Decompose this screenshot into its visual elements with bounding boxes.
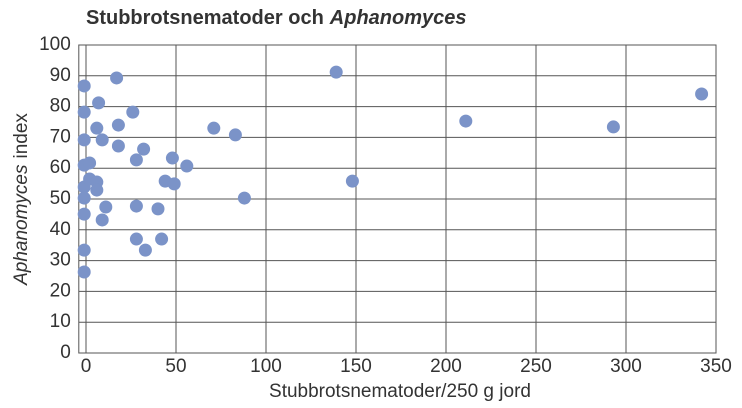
title-part: Aphanomyces — [329, 7, 467, 29]
y-tick-label: 60 — [50, 157, 71, 178]
point — [77, 191, 91, 205]
x-tick-label: 250 — [520, 356, 552, 377]
point — [129, 199, 143, 213]
y-tick-label: 80 — [50, 96, 71, 117]
point — [83, 156, 97, 170]
x-tick-label: 0 — [81, 356, 92, 377]
point — [180, 159, 194, 173]
point — [77, 79, 91, 93]
y-axis-label: Aphanomyces index — [11, 113, 32, 286]
x-tick-label: 50 — [165, 356, 186, 377]
point — [137, 142, 151, 156]
point — [151, 202, 165, 216]
y-tick-label: 100 — [39, 34, 71, 55]
y-tick-label: 30 — [50, 250, 71, 271]
point — [155, 232, 169, 246]
point — [92, 96, 106, 110]
point — [228, 128, 242, 142]
point — [77, 105, 91, 119]
y-label-part: Aphanomyces — [11, 164, 32, 286]
point — [111, 118, 125, 132]
point — [695, 87, 709, 101]
point — [129, 153, 143, 167]
point — [345, 174, 359, 188]
point — [138, 243, 152, 257]
x-tick-label: 150 — [340, 356, 372, 377]
point — [95, 213, 109, 227]
y-tick-label: 90 — [50, 65, 71, 86]
y-tick-label: 10 — [50, 311, 71, 332]
y-tick-label: 50 — [50, 188, 71, 209]
x-axis-label: Stubbrotsnematoder/250 g jord — [269, 381, 531, 402]
y-tick-label: 0 — [60, 342, 71, 363]
y-label-part: index — [11, 113, 32, 159]
chart-title: Stubbrotsnematoder och Aphanomyces — [86, 7, 467, 29]
point — [207, 121, 221, 135]
y-tick-label: 20 — [50, 280, 71, 301]
x-tick-label: 300 — [610, 356, 642, 377]
point — [126, 105, 140, 119]
point — [167, 177, 181, 191]
point — [77, 207, 91, 221]
point — [77, 265, 91, 279]
y-tick-label: 40 — [50, 219, 71, 240]
y-tick-label: 70 — [50, 126, 71, 147]
point — [95, 133, 109, 147]
x-tick-label: 200 — [430, 356, 462, 377]
point — [129, 232, 143, 246]
x-tick-label: 100 — [250, 356, 282, 377]
point — [111, 139, 125, 153]
point — [90, 183, 104, 197]
point — [165, 151, 179, 165]
point — [77, 243, 91, 257]
point — [459, 114, 473, 128]
point — [237, 191, 251, 205]
point — [77, 133, 91, 147]
point — [110, 71, 124, 85]
point — [606, 120, 620, 134]
point — [90, 121, 104, 135]
title-part: Stubbrotsnematoder och — [86, 7, 324, 29]
x-tick-label: 350 — [700, 356, 732, 377]
point — [99, 200, 113, 214]
point — [329, 65, 343, 79]
